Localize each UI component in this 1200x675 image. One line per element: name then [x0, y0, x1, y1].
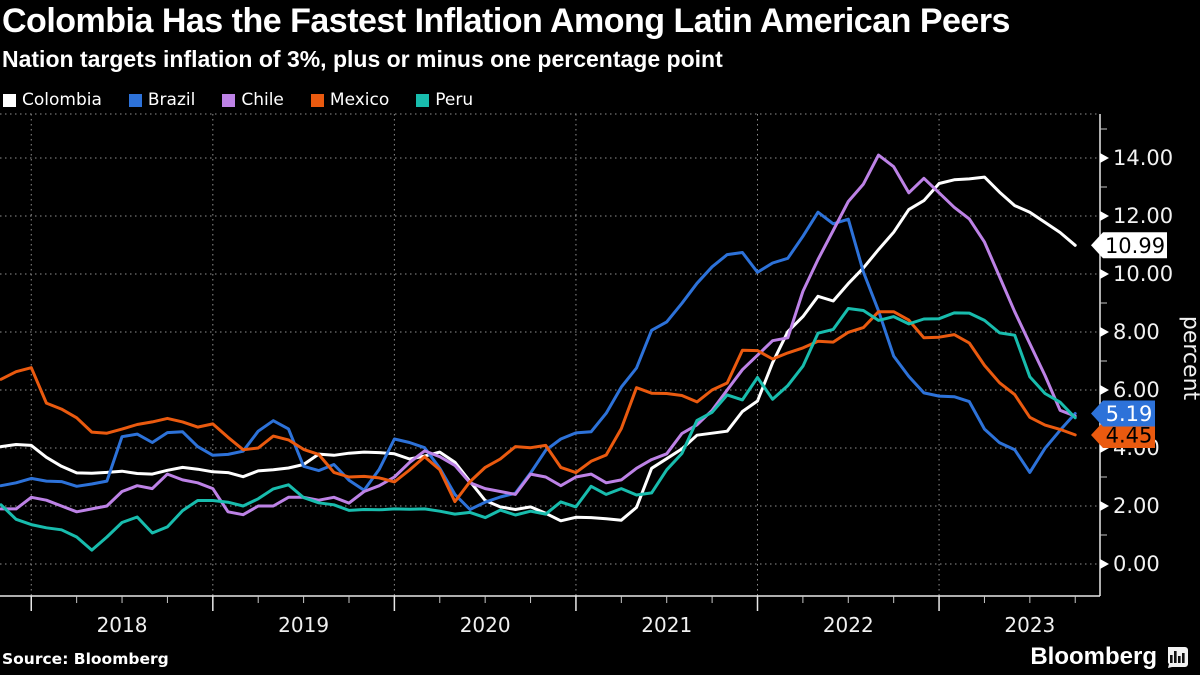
legend-swatch-peru — [416, 93, 430, 107]
value-tag-shape — [1091, 400, 1155, 427]
x-axis-ticks — [30, 596, 1076, 611]
y-major-tick-arrow — [1100, 327, 1109, 337]
x-tick-label: 2019 — [278, 613, 329, 637]
x-tick-label: 2020 — [460, 613, 511, 637]
chart-subtitle: Nation targets inflation of 3%, plus or … — [2, 46, 723, 72]
bloomberg-logo: Bloomberg — [1030, 643, 1188, 671]
value-tag-text: 10.99 — [1105, 234, 1165, 258]
value-tag-text: 4.45 — [1106, 423, 1153, 447]
value-tag-shape — [1091, 421, 1155, 448]
legend-swatch-mexico — [310, 93, 324, 107]
y-axis-title: percent — [1178, 316, 1200, 401]
legend-label: Colombia — [22, 90, 102, 110]
y-tick-label: 2.00 — [1113, 494, 1160, 518]
y-axis-ticks — [1100, 128, 1109, 569]
bloomberg-wordmark: Bloomberg — [1030, 643, 1157, 670]
legend-item-brazil: Brazil — [128, 90, 196, 110]
x-tick-label: 2018 — [97, 613, 148, 637]
legend: Colombia Brazil Chile Mexico Peru — [3, 90, 473, 110]
legend-item-colombia: Colombia — [3, 90, 102, 110]
y-tick-label: 0.00 — [1113, 552, 1160, 576]
y-major-tick-arrow — [1100, 153, 1109, 163]
legend-label: Mexico — [329, 90, 390, 110]
chart-title: Colombia Has the Fastest Inflation Among… — [2, 2, 1010, 40]
y-tick-label: 6.00 — [1113, 378, 1160, 402]
y-major-tick-arrow — [1100, 501, 1109, 511]
y-tick-label: 14.00 — [1113, 146, 1173, 170]
y-tick-label: 12.00 — [1113, 204, 1173, 228]
x-tick-label: 2023 — [1004, 613, 1055, 637]
value-tag-colombia: 10.99 — [1091, 232, 1167, 259]
y-major-tick-arrow — [1100, 211, 1109, 221]
legend-item-mexico: Mexico — [310, 90, 390, 110]
y-major-tick-arrow — [1100, 559, 1109, 569]
x-tick-label: 2022 — [823, 613, 874, 637]
y-tick-label: 8.00 — [1113, 320, 1160, 344]
y-major-tick-arrow — [1100, 385, 1109, 395]
legend-label: Peru — [435, 90, 474, 110]
y-major-tick-arrow — [1100, 269, 1109, 279]
bloomberg-terminal-icon — [1167, 646, 1188, 668]
legend-label: Chile — [241, 90, 284, 110]
x-axis-labels: 2018 2019 2020 2021 2022 2023 — [97, 613, 1056, 637]
horizontal-gridlines — [0, 113, 1100, 565]
vertical-gridlines — [30, 114, 940, 596]
series-line-colombia — [0, 175, 1077, 523]
series-line-peru — [0, 307, 1077, 552]
legend-swatch-colombia — [3, 93, 16, 107]
series-line-chile — [0, 153, 1077, 517]
series-line-brazil — [0, 210, 1077, 511]
legend-item-chile: Chile — [222, 90, 284, 110]
value-tag-mexico: 4.45 — [1091, 421, 1155, 448]
series-line-mexico — [0, 310, 1077, 504]
value-tag-shape — [1091, 232, 1167, 259]
x-tick-label: 2021 — [641, 613, 692, 637]
legend-swatch-brazil — [128, 93, 142, 107]
y-tick-label: 10.00 — [1113, 262, 1173, 286]
value-tag-text: 5.19 — [1106, 402, 1153, 426]
value-tag-brazil: 5.19 — [1091, 400, 1155, 427]
legend-item-peru: Peru — [416, 90, 473, 110]
source-attribution: Source: Bloomberg — [2, 650, 169, 668]
legend-label: Brazil — [147, 90, 196, 110]
legend-swatch-chile — [222, 93, 236, 107]
